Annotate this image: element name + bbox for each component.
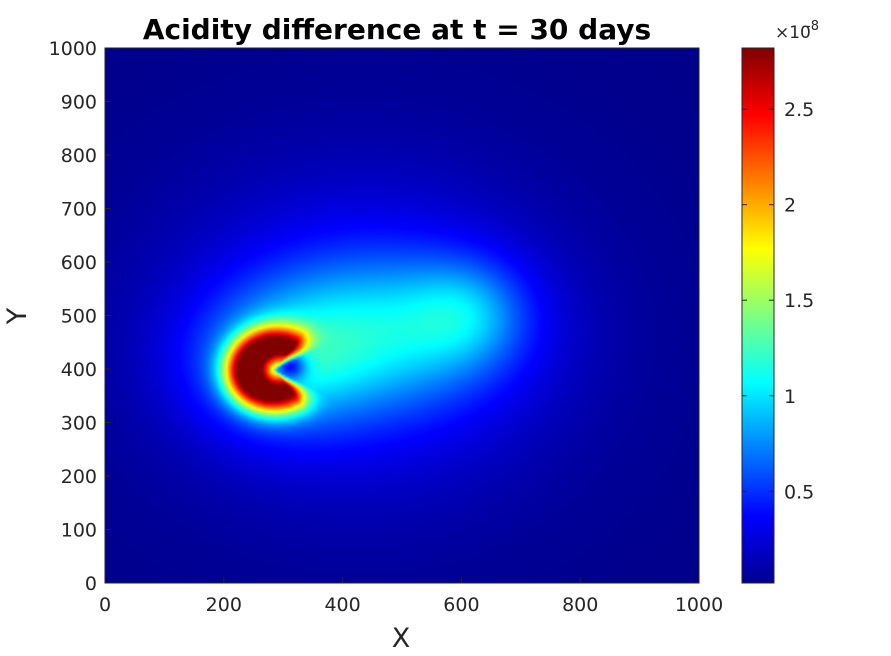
y-tick-label: 500 [61, 306, 97, 328]
y-tick-label: 600 [61, 252, 97, 274]
y-tick-label: 700 [61, 199, 97, 221]
x-tick-label: 0 [99, 594, 111, 616]
y-tick-label: 800 [61, 145, 97, 167]
colorbar-tick-label: 1.5 [784, 290, 814, 312]
colorbar-tick-label: 1 [784, 386, 796, 408]
y-tick-label: 900 [61, 92, 97, 114]
y-tick-label: 1000 [49, 38, 97, 60]
y-tick-label: 0 [85, 573, 97, 595]
x-tick-label: 600 [443, 594, 479, 616]
x-tick-label: 200 [206, 594, 242, 616]
plot-axes: 0 200 400 600 800 1000 0 100 200 300 400 500 600 700 8… [49, 38, 724, 616]
y-axis-label: Y [2, 307, 33, 325]
chart-title: Acidity difference at t = 30 days [143, 13, 651, 46]
x-tick-label: 1000 [675, 594, 723, 616]
y-tick-label: 300 [61, 413, 97, 435]
colorbar-exponent-base: ×10 [775, 23, 811, 43]
y-tick-label: 200 [61, 466, 97, 488]
y-tick-label: 400 [61, 359, 97, 381]
colorbar-tick-label: 2.5 [784, 99, 814, 121]
colorbar-ticks: 0.5 1 1.5 2 2.5 [742, 99, 814, 503]
y-tick-label: 100 [61, 520, 97, 542]
x-tick-label: 800 [562, 594, 598, 616]
heatmap-image [105, 48, 699, 583]
colorbar [741, 47, 775, 584]
colorbar-exponent-power: -8 [806, 19, 819, 34]
colorbar-tick-label: 2 [784, 195, 796, 217]
x-tick-label: 400 [324, 594, 360, 616]
colorbar-tick-label: 0.5 [784, 481, 814, 503]
x-axis-label: X [392, 623, 411, 654]
